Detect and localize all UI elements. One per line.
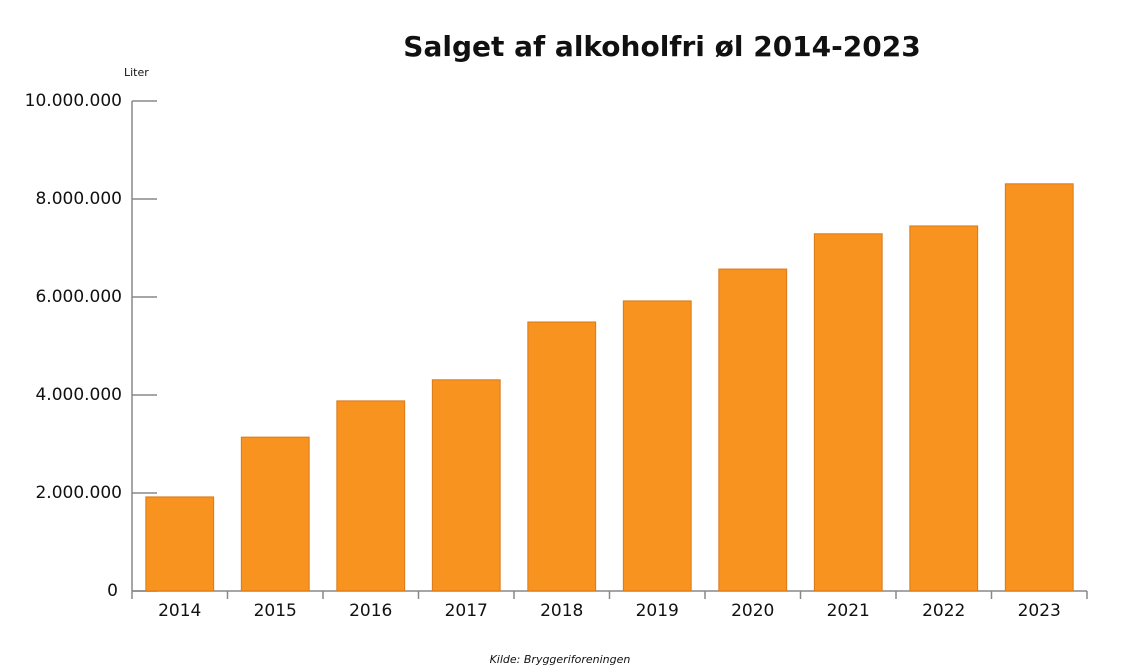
- x-tick-label: 2019: [636, 601, 679, 621]
- bar: [813, 233, 883, 592]
- bar: [240, 436, 310, 592]
- bar: [909, 225, 979, 592]
- bar: [718, 268, 788, 592]
- bar: [145, 496, 215, 592]
- source-note: Kilde: Bryggeriforeningen: [490, 653, 631, 666]
- x-tick-label: 2014: [158, 601, 201, 621]
- bar: [431, 379, 501, 592]
- x-tick-label: 2015: [254, 601, 297, 621]
- y-axis-label: Liter: [124, 66, 149, 79]
- y-tick-label: 2.000.000: [35, 483, 122, 503]
- chart-title: Salget af alkoholfri øl 2014-2023: [403, 30, 920, 63]
- x-tick-label: 2023: [1018, 601, 1061, 621]
- x-tick-label: 2016: [349, 601, 392, 621]
- bar: [622, 300, 692, 592]
- bar: [527, 321, 597, 592]
- y-tick-label: 4.000.000: [35, 385, 122, 405]
- y-tick-label: 0: [107, 581, 118, 601]
- x-tick-label: 2021: [827, 601, 870, 621]
- bar: [1004, 183, 1074, 592]
- x-tick-label: 2018: [540, 601, 583, 621]
- y-tick-label: 10.000.000: [25, 91, 122, 111]
- x-tick-label: 2020: [731, 601, 774, 621]
- x-tick-label: 2022: [922, 601, 965, 621]
- x-tick-label: 2017: [445, 601, 488, 621]
- y-tick-label: 8.000.000: [35, 189, 122, 209]
- y-tick-label: 6.000.000: [35, 287, 122, 307]
- bar: [336, 400, 406, 592]
